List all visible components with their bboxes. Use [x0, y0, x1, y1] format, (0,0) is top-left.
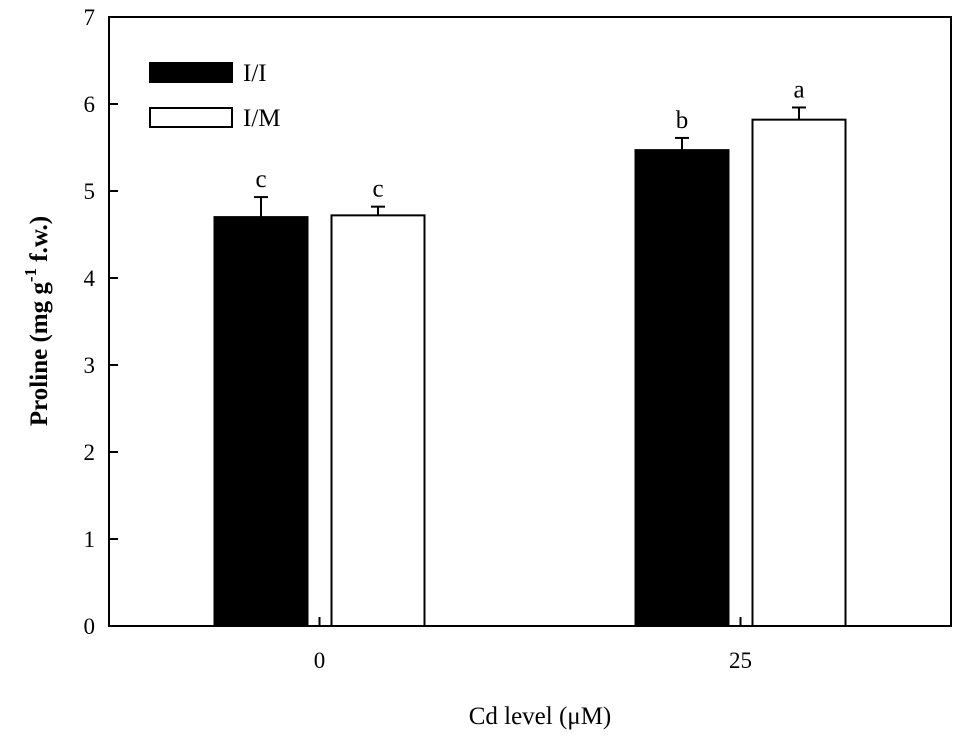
legend-label: I/I [243, 60, 267, 87]
y-tick-label: 0 [84, 614, 96, 639]
y-tick-label: 4 [84, 266, 96, 291]
y-tick-label: 3 [84, 353, 96, 378]
y-axis-label-tail: f.w.) [26, 216, 53, 268]
bar [751, 118, 847, 627]
y-axis: 0 1 2 3 4 5 6 7 [84, 5, 118, 639]
significance-letter: a [793, 76, 804, 103]
bar [330, 214, 426, 628]
legend-swatch [149, 62, 233, 83]
legend-swatch [149, 107, 233, 128]
y-tick-label: 7 [84, 5, 96, 30]
significance-letter: b [676, 107, 689, 134]
significance-letter: c [372, 176, 383, 203]
plot-frame [108, 16, 952, 627]
y-tick-label: 6 [84, 92, 96, 117]
x-axis: 0 25 [314, 617, 752, 673]
x-axis-label: Cd level (μM) [469, 703, 612, 730]
x-tick-label: 25 [729, 648, 752, 673]
y-tick-label: 5 [84, 179, 96, 204]
y-axis-label-main: Proline (mg g [26, 282, 53, 426]
bar [213, 216, 309, 627]
bar [634, 149, 730, 628]
x-tick-label: 0 [314, 648, 326, 673]
y-axis-label: Proline (mg g-1 f.w.) [21, 216, 53, 426]
legend: I/I I/M [149, 60, 281, 132]
y-axis-label-sup: -1 [21, 268, 40, 282]
y-tick-label: 1 [84, 527, 96, 552]
y-tick-label: 2 [84, 440, 96, 465]
plot-area: c c b a [213, 76, 847, 628]
legend-label: I/M [243, 105, 281, 132]
significance-letter: c [255, 166, 266, 193]
